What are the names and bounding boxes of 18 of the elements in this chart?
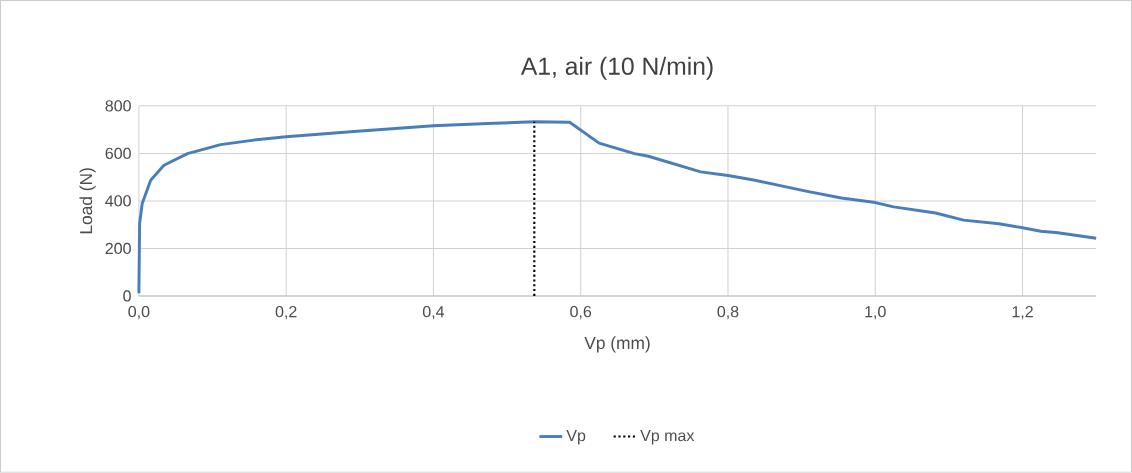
x-tick-label: 0,0 [128,306,150,320]
chart-title: A1, air (10 N/min) [520,56,713,80]
y-tick-label: 0 [123,290,131,302]
x-tick-label: 0,6 [570,306,592,320]
x-tick-label: 0,2 [275,306,297,320]
x-tick-label: 0,4 [422,306,445,320]
legend-label: Vp max [640,430,695,445]
y-tick-label: 400 [105,195,131,207]
line-series [137,120,1098,295]
x-tick-label: 0,8 [717,306,739,320]
y-tick-label: 600 [105,147,131,160]
x-axis-title: Vp (mm) [584,336,650,353]
x-tick-label: 1,2 [1012,306,1033,320]
legend-label: Vp [566,430,586,445]
x-tick-label: 1,0 [865,306,886,320]
y-tick-label: 200 [105,242,131,255]
y-tick-label: 800 [105,100,131,112]
y-axis-title: Load (N) [79,168,96,234]
